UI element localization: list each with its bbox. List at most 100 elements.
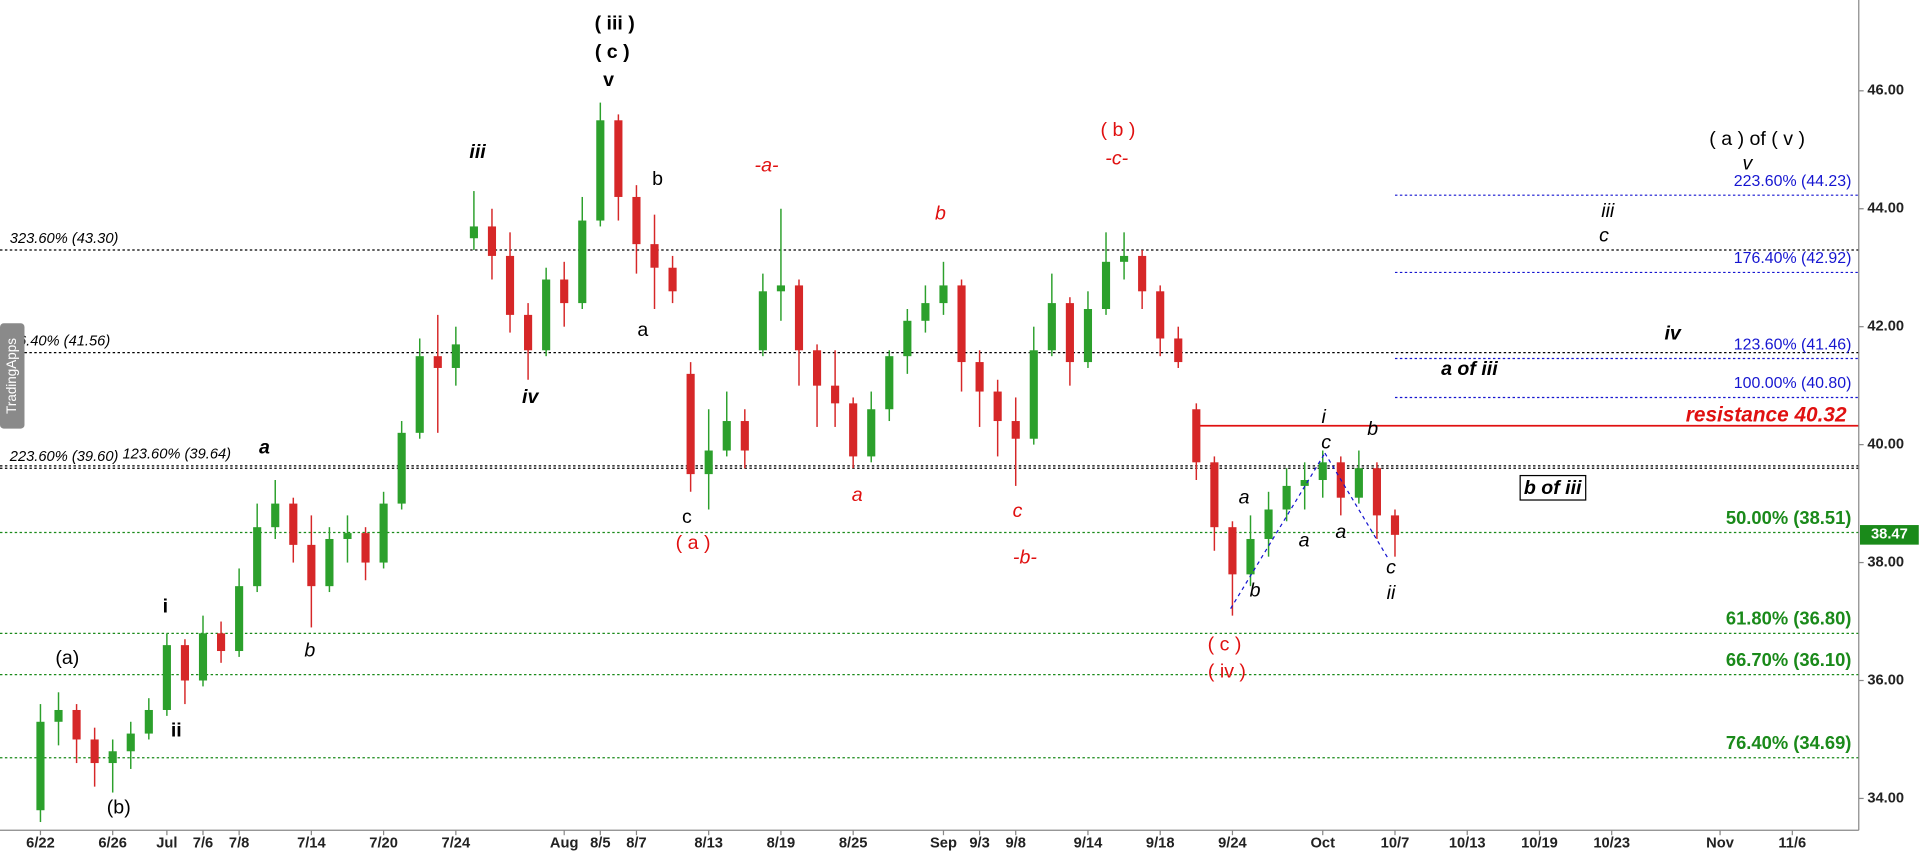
level-label: 323.60% (43.30) (10, 231, 119, 247)
x-tick-label: 7/6 (193, 836, 213, 852)
candle-body (343, 533, 352, 539)
candle-body (433, 356, 442, 368)
candle-body (54, 709, 63, 722)
wave-trace (1324, 452, 1388, 558)
wave-label: a (637, 319, 648, 341)
candle-body (722, 421, 731, 451)
level-label: 61.80% (36.80) (1726, 608, 1852, 629)
candle-body (1011, 421, 1020, 439)
watermark: TradingApps (4, 338, 19, 414)
y-tick-label: 36.00 (1867, 672, 1904, 688)
wave-label: v (1742, 152, 1753, 174)
candle-body (379, 503, 388, 563)
y-tick-label: 42.00 (1867, 319, 1904, 335)
x-tick-label: 7/14 (297, 836, 326, 852)
candle-body (903, 320, 912, 357)
candle-body (704, 450, 713, 475)
candle-body (198, 633, 208, 681)
wave-label: ( b ) (1101, 119, 1136, 141)
x-tick-label: 10/19 (1521, 836, 1558, 852)
x-tick-label: 10/23 (1593, 836, 1630, 852)
x-tick-label: 6/22 (26, 836, 55, 852)
level-label: 123.60% (41.46) (1734, 336, 1852, 353)
level-label: 76.40% (34.69) (1726, 732, 1852, 753)
wave-label: c (682, 506, 692, 528)
candle-body (578, 220, 587, 304)
y-tick-label: 46.00 (1867, 83, 1904, 99)
candle-body (975, 362, 984, 392)
wave-label: -b- (1013, 547, 1037, 569)
candle-body (451, 344, 460, 368)
level-label: 66.70% (36.10) (1726, 649, 1852, 670)
wave-label: b (1367, 418, 1378, 440)
watermark-tab (0, 323, 25, 429)
wave-label: c (1321, 431, 1331, 453)
x-tick-label: Nov (1706, 836, 1735, 852)
wave-label: b (304, 640, 315, 662)
x-tick-label: 8/25 (839, 836, 868, 852)
x-tick-label: 9/24 (1218, 836, 1247, 852)
x-tick-label: Sep (930, 836, 957, 852)
candle-body (1390, 515, 1400, 535)
candle-body (614, 120, 623, 197)
wave-label: (b) (107, 796, 131, 818)
level-label: 223.60% (39.60) (9, 449, 119, 465)
candle-body (36, 721, 45, 811)
x-tick-label: 8/7 (626, 836, 646, 852)
candle-body (1120, 255, 1129, 262)
candle-body (90, 739, 99, 764)
price-tag (1860, 525, 1919, 545)
candle-body (361, 533, 370, 563)
candle-body (162, 645, 171, 710)
candle-body (1318, 462, 1327, 481)
candle-body (72, 709, 81, 740)
wave-label: (a) (55, 647, 79, 669)
level-label: 123.60% (39.64) (122, 447, 231, 463)
wave-label: v (603, 69, 614, 91)
y-tick-label: 44.00 (1867, 201, 1904, 217)
candle-body (957, 285, 966, 363)
candle-body (1174, 338, 1183, 363)
candle-body (1065, 303, 1074, 363)
candle-body (849, 403, 858, 457)
y-tick-label: 34.00 (1867, 790, 1904, 806)
x-tick-label: 9/3 (969, 836, 989, 852)
candle-body (325, 538, 334, 587)
candle-body (1354, 468, 1363, 498)
candle-body (668, 267, 677, 292)
candle-body (794, 285, 804, 351)
candle-body (1228, 527, 1237, 575)
price-tag-label: 38.47 (1871, 527, 1908, 543)
candle-body (253, 527, 262, 587)
wave-label: a (1239, 487, 1250, 509)
x-tick-label: Oct (1311, 836, 1336, 852)
levels: 323.60% (43.30) 76.40% (41.56) 223.60% (39… (0, 173, 1859, 759)
x-tick-label: 9/14 (1074, 836, 1103, 852)
wave-label: b (652, 168, 663, 190)
x-tick-label: 9/18 (1146, 836, 1175, 852)
wave-label: iii (469, 141, 486, 163)
wave-label: -a- (755, 155, 779, 177)
y-tick-label: 38.00 (1867, 554, 1904, 570)
candle-body (397, 432, 406, 504)
wave-label: iv (1664, 322, 1681, 344)
candle-body (1083, 308, 1093, 363)
candle-body (487, 226, 497, 256)
candle-body (289, 503, 298, 545)
wave-label: ( c ) (1208, 634, 1242, 656)
price-bars (36, 102, 1400, 823)
candle-body (1300, 480, 1309, 486)
wave-label: a (852, 484, 863, 506)
wave-label: a (259, 436, 270, 458)
level-label: 176.40% (42.92) (1734, 250, 1852, 267)
x-tick-label: 10/13 (1449, 836, 1486, 852)
y-tick-label: 40.00 (1867, 437, 1904, 453)
x-tick-label: 6/26 (98, 836, 127, 852)
candle-body (831, 385, 840, 404)
wave-label: ( a ) of ( v ) (1709, 128, 1805, 150)
candle-body (271, 503, 280, 528)
x-tick-label: 10/7 (1381, 836, 1410, 852)
